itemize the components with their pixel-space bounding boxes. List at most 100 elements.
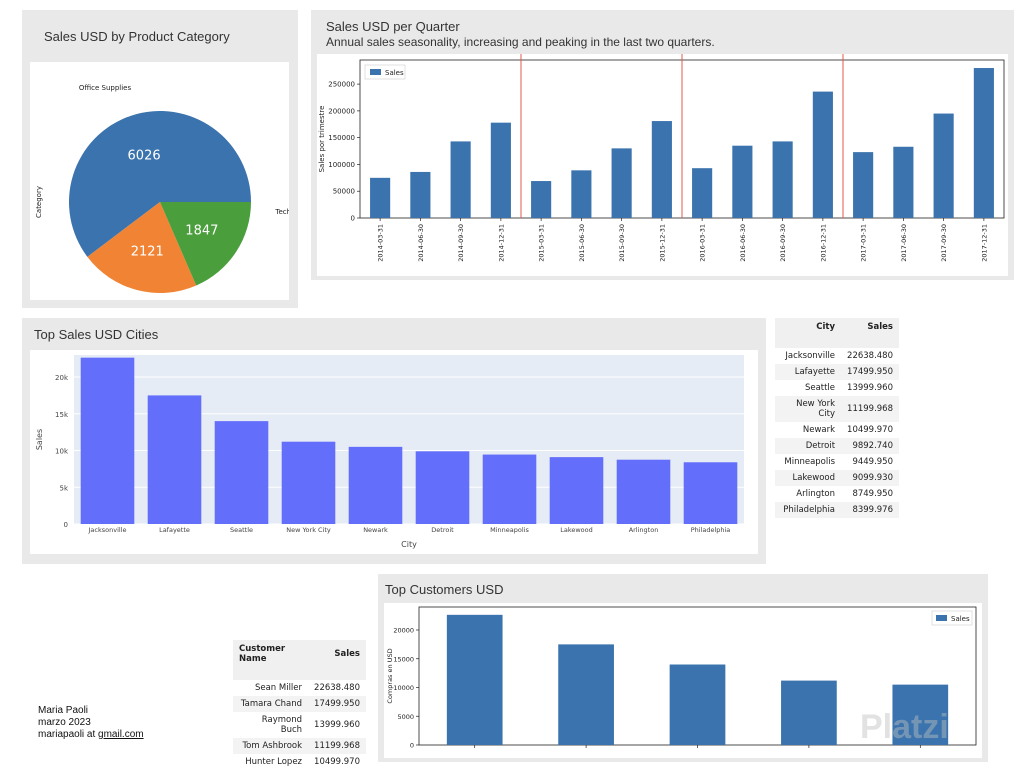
city-name-cell: New York City: [775, 396, 842, 422]
customers-panel: Top Customers USD 0 5000 10000 15000 20000 Co…: [378, 574, 988, 762]
y-axis-label: Compras en USD: [386, 648, 394, 703]
x-tick-label: 2017-12-31: [980, 224, 988, 262]
author-email-prefix: mariapaoli at: [38, 729, 99, 740]
sales-col-header: Sales: [841, 318, 899, 336]
cities-plot-area: 0 5k 10k 15k 20k Jacksonville Lafayette Seattle…: [30, 350, 758, 554]
pie-slice-label: Technology: [274, 208, 289, 216]
y-tick-label: 20k: [55, 374, 69, 382]
bar: [772, 141, 793, 218]
x-tick-label: 2015-06-30: [578, 224, 586, 262]
customer-sales-cell: 10499.970: [314, 757, 360, 767]
x-tick-label: 2016-09-30: [779, 224, 787, 262]
bar: [973, 68, 994, 218]
legend-label: Sales: [385, 69, 404, 77]
bar: [549, 457, 604, 524]
quarter-plot-area: 0 50000 100000 150000 200000 250000 2014-03-31…: [317, 50, 1008, 276]
y-tick-label: 200000: [328, 107, 355, 115]
customer-sales-cell: 17499.950: [308, 696, 366, 712]
bar: [214, 421, 269, 524]
pie-slice-value: 1847: [185, 223, 218, 238]
x-tick-label: Arlington: [629, 526, 659, 534]
y-tick-label: 15k: [55, 411, 69, 419]
x-tick-label: 2014-06-30: [417, 224, 425, 262]
table-row: Philadelphia 8399.976: [775, 502, 899, 518]
pie-slice: [160, 202, 251, 286]
x-tick-label: 2015-03-31: [538, 224, 546, 262]
bar: [558, 644, 614, 745]
y-tick-label: 5000: [397, 713, 414, 721]
customer-sales-col-header: Sales: [308, 640, 366, 668]
city-sales-cell: 13999.960: [847, 383, 893, 393]
bar: [446, 614, 503, 745]
x-tick-label: 2015-09-30: [618, 224, 626, 262]
city-sales-cell: 9892.740: [841, 438, 899, 454]
table-row: Lafayette 17499.950: [775, 364, 899, 380]
table-row: Lakewood 9099.930: [775, 470, 899, 486]
header-spacer-row: [775, 336, 899, 348]
pie-y-axis-label: Category: [35, 186, 43, 218]
city-name-cell: Lafayette: [775, 364, 842, 380]
y-tick-label: 0: [410, 742, 414, 750]
bar: [669, 664, 726, 745]
bar: [531, 181, 552, 218]
quarter-panel-subtitle: Annual sales seasonality, increasing and…: [326, 35, 715, 49]
pie-slice: [69, 111, 251, 257]
customer-name-cell: Tamara Chand: [233, 696, 309, 712]
city-name-cell: Philadelphia: [775, 502, 842, 518]
x-tick-label: Newark: [363, 526, 388, 534]
city-name-cell: Jacksonville: [785, 351, 836, 361]
customer-name-cell: Tom Ashbrook: [233, 738, 309, 754]
bar: [781, 680, 837, 745]
city-sales-cell: 17499.950: [841, 364, 899, 380]
x-tick-label: 2017-06-30: [900, 224, 908, 262]
x-tick-label: Lakewood: [560, 526, 593, 534]
table-row: Tamara Chand 17499.950: [233, 696, 366, 712]
legend: Sales: [364, 64, 406, 80]
table-row: Jacksonville 22638.480: [775, 348, 899, 364]
pie-slice-label: Office Supplies: [79, 84, 132, 92]
author-email-link[interactable]: gmail.com: [98, 729, 144, 740]
table-row: Arlington 8749.950: [775, 486, 899, 502]
x-tick-label: 2014-12-31: [497, 224, 505, 262]
customer-name-cell: Sean Miller: [254, 683, 303, 693]
customer-name-cell: Hunter Lopez: [245, 757, 303, 767]
cities-panel-title: Top Sales USD Cities: [34, 327, 159, 342]
bar: [853, 152, 874, 218]
author-name: Maria Paoli: [38, 705, 89, 716]
y-tick-label: 100000: [328, 161, 355, 169]
bar: [482, 454, 537, 524]
x-tick-label: Seattle: [230, 526, 253, 534]
x-axis-label: City: [401, 540, 417, 549]
city-name-cell: Seattle: [804, 383, 836, 393]
city-sales-table: City Sales Jacksonville 22638.480 Lafayett…: [775, 318, 899, 518]
x-tick-label: Detroit: [431, 526, 454, 534]
y-tick-label: 50000: [333, 188, 355, 196]
bar: [933, 113, 954, 218]
bar: [348, 446, 403, 524]
x-tick-label: 2014-09-30: [457, 224, 465, 262]
legend-label: Sales: [951, 615, 970, 623]
customer-name-cell: Raymond Buch: [261, 715, 303, 735]
author-block: Maria Paoli marzo 2023 mariapaoli at gma…: [38, 705, 144, 741]
pie-slice-value: 2121: [131, 244, 164, 259]
city-name-cell: Detroit: [775, 438, 842, 454]
table-row: Detroit 9892.740: [775, 438, 899, 454]
bar: [812, 91, 833, 218]
bar: [692, 168, 713, 218]
customers-plot-area: 0 5000 10000 15000 20000 Compras en USD Sales: [384, 603, 982, 758]
y-tick-label: 5k: [59, 484, 68, 492]
bar: [892, 684, 949, 745]
city-sales-cell: 11199.968: [841, 396, 899, 422]
bar: [147, 395, 202, 524]
bar: [281, 441, 336, 524]
table-row: Sean Miller 22638.480: [233, 680, 366, 696]
x-tick-label: Jacksonville: [88, 526, 127, 534]
x-tick-label: 2015-12-31: [658, 224, 666, 262]
y-tick-label: 0: [351, 215, 355, 223]
bar: [80, 357, 135, 524]
customer-sales-cell: 22638.480: [314, 683, 360, 693]
header-spacer-row: [233, 668, 366, 680]
y-tick-label: 150000: [328, 134, 355, 142]
